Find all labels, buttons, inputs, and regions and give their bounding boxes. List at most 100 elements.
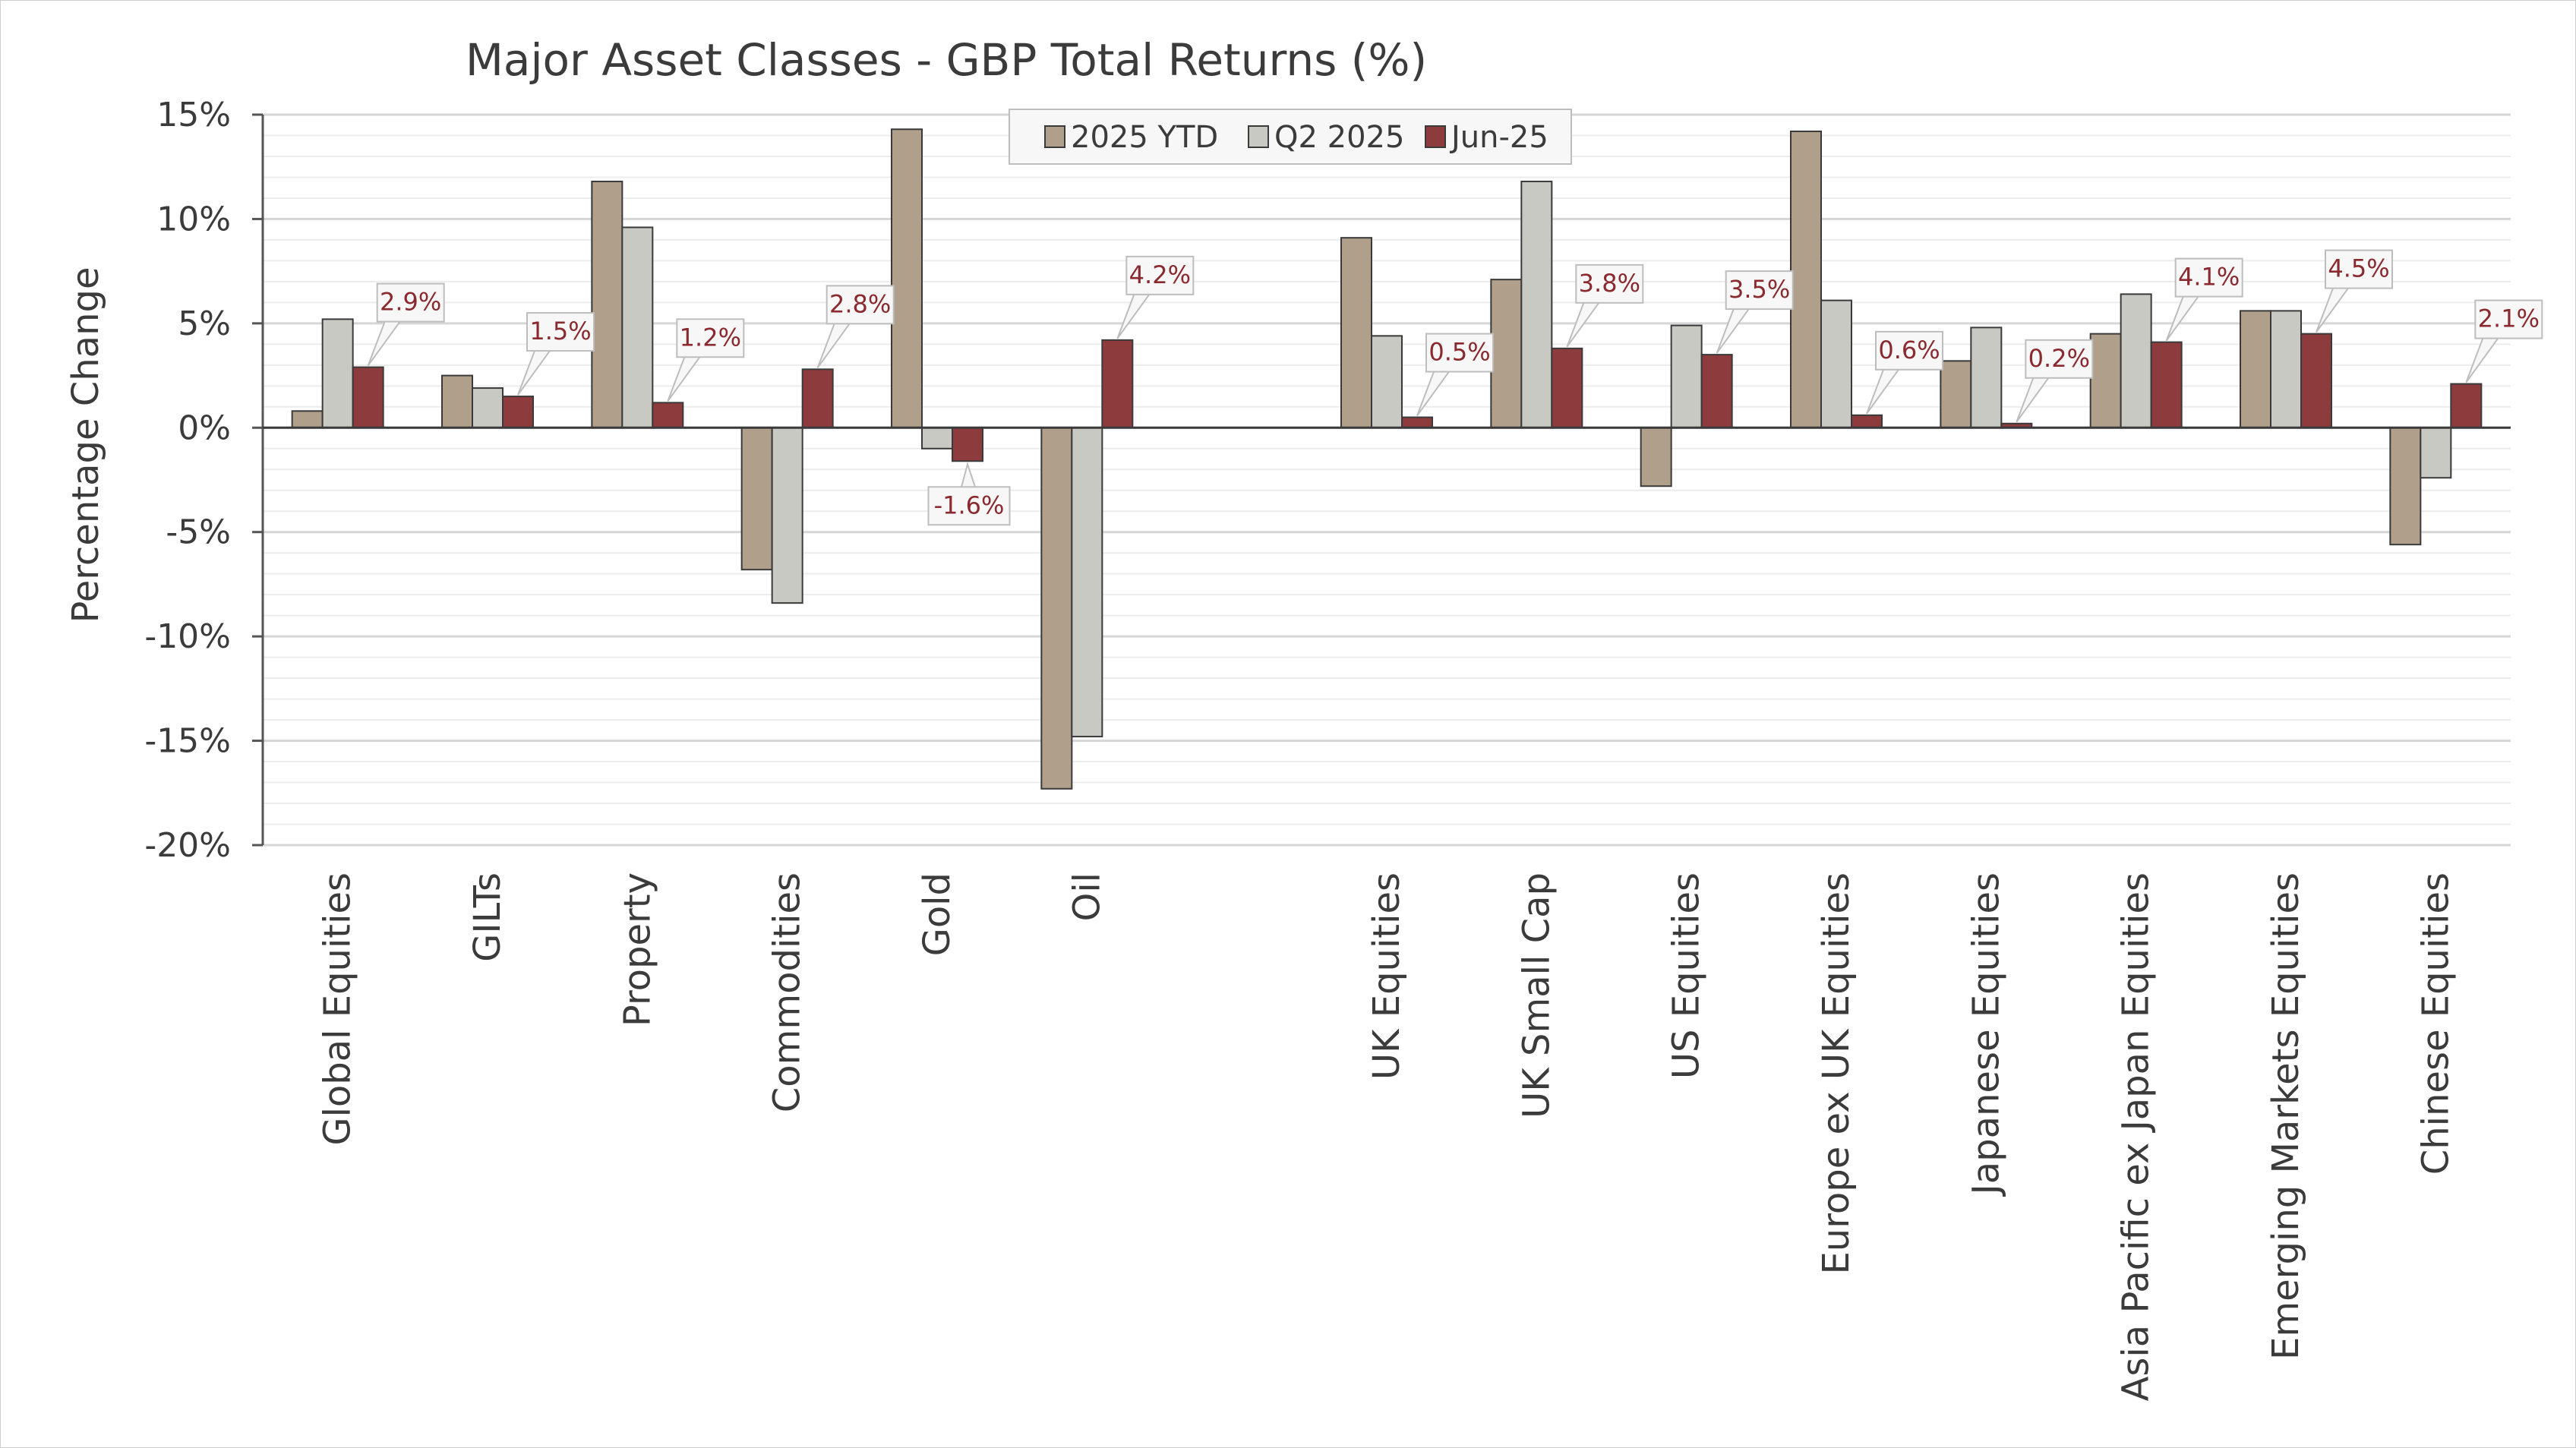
bar-ytd: [2389, 427, 2422, 546]
data-label: 1.5%: [529, 317, 591, 345]
callout-box: [526, 312, 595, 352]
x-category-label: US Equities: [1665, 872, 1708, 1079]
data-label: 0.2%: [2028, 344, 2090, 373]
bar-jun: [2150, 341, 2183, 429]
callout-box: [927, 486, 1011, 526]
bar-ytd: [2089, 333, 2122, 429]
x-category-label: UK Small Cap: [1515, 872, 1558, 1118]
callout-pointer: [2016, 377, 2050, 423]
bar-jun: [952, 427, 983, 462]
data-label-callout: 2.9%: [367, 282, 445, 367]
callout-box: [2174, 257, 2243, 298]
callout-box: [1725, 270, 1794, 311]
data-label: 0.5%: [1428, 338, 1490, 367]
x-category-label: Global Equities: [317, 872, 359, 1146]
data-label-callout: 3.8%: [1566, 263, 1644, 348]
legend-swatch: [1425, 125, 1446, 148]
callout-box: [1575, 263, 1644, 304]
y-tick-label: 15%: [156, 96, 231, 134]
callout-box: [2474, 299, 2543, 339]
y-tick-label: -10%: [144, 617, 231, 656]
x-category-label: Asia Pacific ex Japan Equities: [2115, 872, 2158, 1401]
bar-q2: [2420, 427, 2452, 479]
data-label: 2.9%: [380, 288, 441, 317]
bar-jun: [352, 366, 384, 429]
bar-ytd: [1490, 279, 1523, 429]
bar-ytd: [441, 374, 473, 429]
data-label-callout: 1.5%: [517, 312, 595, 396]
y-tick-label: -20%: [144, 826, 231, 865]
bar-jun: [801, 368, 834, 429]
data-label-callout: 0.5%: [1416, 333, 1494, 417]
bar-jun: [2450, 383, 2483, 429]
callout-pointer: [1716, 308, 1750, 354]
y-axis-title: Percentage Change: [65, 267, 107, 623]
callout-pointer: [2316, 288, 2349, 333]
callout-pointer: [667, 356, 701, 402]
callout-pointer: [1116, 294, 1151, 339]
bar-q2: [321, 318, 354, 429]
callout-pointer: [517, 350, 551, 396]
data-label-callout: 3.5%: [1716, 270, 1794, 354]
bar-jun: [1551, 347, 1583, 429]
x-category-label: Property: [616, 872, 658, 1027]
data-label-callout: 2.8%: [816, 285, 895, 368]
callout-box: [1125, 255, 1195, 295]
x-category-label: Gold: [916, 872, 958, 956]
bar-q2: [1820, 299, 1852, 429]
bar-ytd: [2240, 310, 2271, 429]
callout-box: [676, 318, 745, 358]
data-label: 2.1%: [2478, 304, 2540, 333]
bar-ytd: [1340, 237, 1372, 429]
callout-pointer: [367, 320, 401, 367]
bar-ytd: [891, 128, 923, 429]
data-label-callout: 1.2%: [667, 318, 745, 402]
bar-q2: [2270, 310, 2302, 429]
callout-box: [826, 285, 895, 325]
axes: [252, 113, 2511, 847]
chart-title: Major Asset Classes - GBP Total Returns …: [466, 34, 1427, 86]
bar-ytd: [1040, 427, 1073, 790]
x-category-label: Japanese Equities: [1965, 872, 2007, 1197]
bar-ytd: [1790, 130, 1822, 429]
x-category-labels: Global Equities GILTs Property Commodities G…: [317, 872, 2458, 1401]
data-labels: 2.9% 1.5% 1.2% 2.8% -1.6% 4.2% 0.5% 3.8% 3.5% 0.6…: [367, 249, 2543, 526]
legend-label: Jun-25: [1449, 120, 1548, 155]
data-label: 1.2%: [680, 323, 741, 352]
y-tick-label: -15%: [144, 722, 231, 761]
bar-q2: [1071, 427, 1103, 738]
bar-jun: [1101, 339, 1134, 429]
data-label: 4.1%: [2178, 263, 2240, 292]
legend-label: 2025 YTD: [1071, 120, 1218, 155]
data-label: 0.6%: [1878, 336, 1940, 364]
data-label: 4.5%: [2328, 254, 2389, 283]
x-category-label: Commodities: [766, 872, 809, 1112]
y-tick-labels: 15% 10% 5% 0% -5% -10% -15% -20%: [144, 96, 231, 865]
callout-pointer: [816, 323, 851, 368]
data-label-callout: 4.2%: [1116, 255, 1195, 339]
data-label-callout: 0.6%: [1866, 330, 1943, 415]
callout-pointer: [1416, 371, 1450, 417]
callout-pointer: [961, 461, 976, 487]
callout-box: [376, 282, 445, 323]
x-category-label: Chinese Equities: [2414, 872, 2457, 1175]
bar-q2: [1670, 324, 1703, 429]
x-category-label: GILTs: [466, 872, 509, 962]
data-label-callout: -1.6%: [927, 461, 1011, 526]
x-category-label: Europe ex UK Equities: [1815, 872, 1858, 1275]
data-label-callout: 4.5%: [2316, 249, 2393, 333]
bar-q2: [1371, 335, 1403, 429]
bar-q2: [472, 387, 504, 429]
y-tick-label: 5%: [178, 304, 231, 343]
bars: [291, 128, 2483, 790]
legend-swatch: [1248, 125, 1269, 148]
data-label: 3.8%: [1579, 269, 1640, 298]
callout-box: [2325, 249, 2393, 289]
callout-box: [2025, 339, 2094, 379]
bar-q2: [2120, 293, 2152, 429]
bar-jun: [2300, 333, 2332, 429]
bar-ytd: [291, 410, 324, 429]
callout-pointer: [2165, 296, 2199, 342]
x-category-label: Emerging Markets Equities: [2265, 872, 2307, 1360]
